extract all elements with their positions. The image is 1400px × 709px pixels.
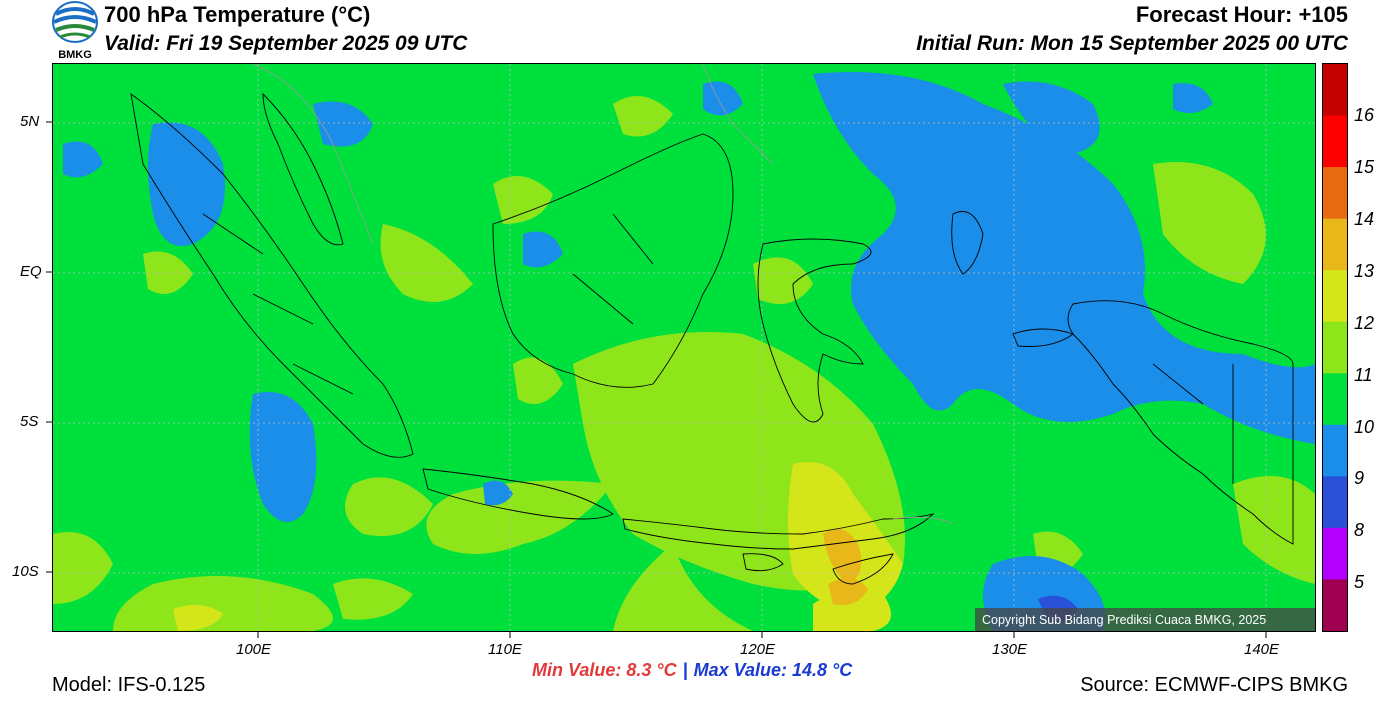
value-separator: | — [682, 660, 688, 680]
max-value: Max Value: 14.8 °C — [693, 660, 853, 680]
colorbar-label-5: 5 — [1354, 572, 1365, 592]
logo-text: BMKG — [58, 49, 92, 61]
colorbar-label-14: 14 — [1354, 209, 1375, 229]
gridlines — [53, 64, 1315, 631]
colorbar-segment — [1323, 527, 1347, 580]
min-value: Min Value: 8.3 °C — [532, 660, 677, 680]
colorbar-label-16: 16 — [1354, 105, 1375, 125]
lat-label-5s: 5S — [20, 413, 39, 430]
colorbar-segment — [1323, 373, 1347, 426]
lon-label-140e: 140E — [1244, 641, 1280, 658]
colorbar-segment — [1323, 64, 1347, 117]
lon-ticks — [257, 631, 1267, 638]
colorbar-segment — [1323, 321, 1347, 374]
temperature-map: Copyright Sub Bidang Prediksi Cuaca BMKG… — [52, 63, 1316, 632]
lon-label-120e: 120E — [740, 641, 776, 658]
lat-label-10s: 10S — [12, 563, 39, 580]
field-13-14 — [823, 528, 868, 605]
lon-label-100e: 100E — [236, 641, 272, 658]
colorbar-label-15: 15 — [1354, 157, 1375, 177]
colorbar-segment — [1323, 579, 1347, 632]
lat-ticks — [46, 121, 53, 573]
coastlines — [130, 92, 1294, 585]
colorbar-label-8: 8 — [1354, 520, 1365, 540]
bmkg-logo: BMKG — [50, 0, 100, 62]
model-name: Model: IFS-0.125 — [52, 674, 206, 696]
colorbar-segment — [1323, 167, 1347, 220]
neighbor-coastlines — [252, 64, 954, 525]
valid-time: Valid: Fri 19 September 2025 09 UTC — [104, 32, 468, 55]
lat-label-5n: 5N — [20, 113, 40, 130]
colorbar — [1322, 63, 1348, 632]
map-canvas: Copyright Sub Bidang Prediksi Cuaca BMKG… — [53, 64, 1315, 631]
colorbar-label-10: 10 — [1354, 417, 1375, 437]
field-11-12 — [53, 96, 1315, 631]
copyright-box: Copyright Sub Bidang Prediksi Cuaca BMKG… — [975, 608, 1315, 631]
initial-run: Initial Run: Mon 15 September 2025 00 UT… — [916, 32, 1348, 55]
colorbar-label-13: 13 — [1354, 261, 1375, 281]
data-source: Source: ECMWF-CIPS BMKG — [1080, 674, 1348, 696]
colorbar-label-12: 12 — [1354, 313, 1375, 333]
colorbar-segments — [1323, 64, 1347, 632]
colorbar-segment — [1323, 424, 1347, 477]
copyright-text: Copyright Sub Bidang Prediksi Cuaca BMKG… — [982, 613, 1266, 627]
colorbar-label-11: 11 — [1354, 365, 1373, 385]
lon-label-110e: 110E — [488, 641, 522, 658]
colorbar-label-9: 9 — [1354, 468, 1365, 488]
colorbar-segment — [1323, 115, 1347, 168]
colorbar-segment — [1323, 218, 1347, 271]
min-max-values: Min Value: 8.3 °C | Max Value: 14.8 °C — [532, 660, 852, 681]
colorbar-segment — [1323, 476, 1347, 529]
forecast-hour: Forecast Hour: +105 — [1135, 2, 1348, 27]
lat-label-eq: EQ — [20, 263, 42, 280]
colorbar-segment — [1323, 270, 1347, 323]
map-title: 700 hPa Temperature (°C) — [104, 2, 371, 27]
lon-label-130e: 130E — [992, 641, 1028, 658]
